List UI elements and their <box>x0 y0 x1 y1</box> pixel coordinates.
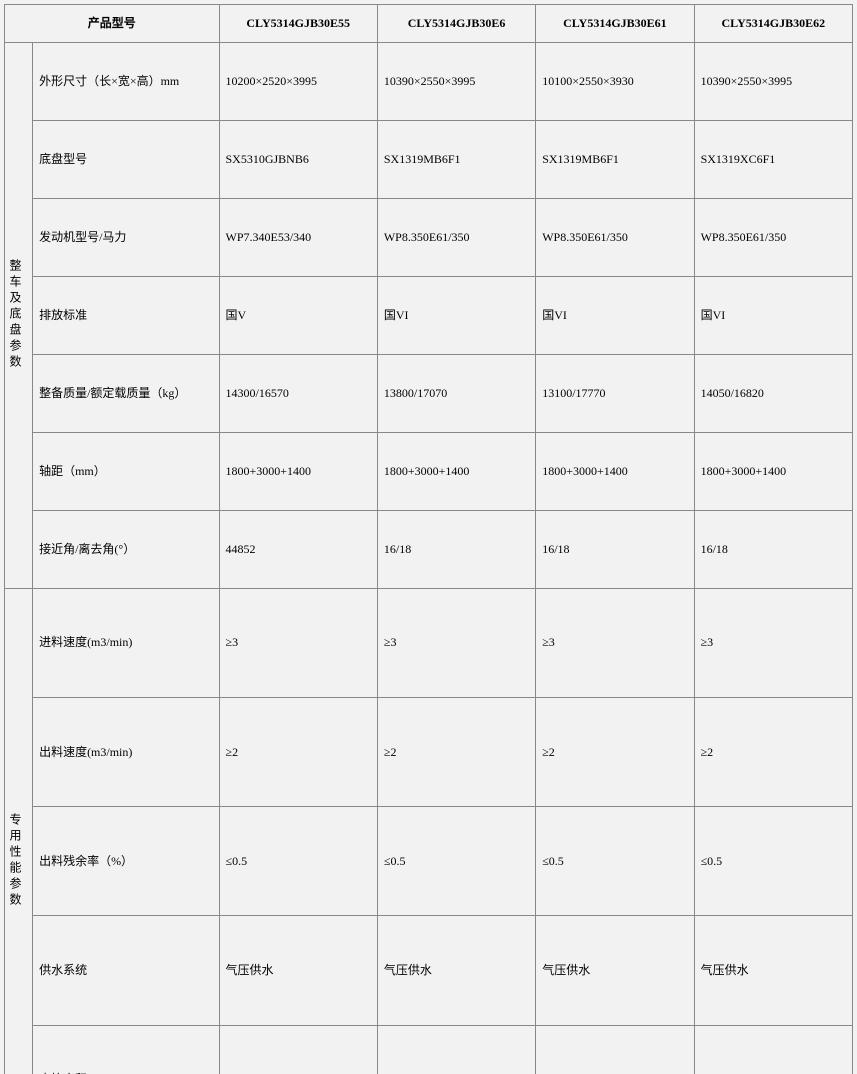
row-label: 进料速度(m3/min) <box>33 588 219 697</box>
row-value: ≥3 <box>694 588 852 697</box>
row-value: ≤0.5 <box>536 807 694 916</box>
row-value: 1800+3000+1400 <box>377 432 535 510</box>
row-value: WP8.350E61/350 <box>377 198 535 276</box>
row-value: 1800+3000+1400 <box>536 432 694 510</box>
row-value: ≥3 <box>377 588 535 697</box>
row-value: WP7.340E53/340 <box>219 198 377 276</box>
section-0-title: 整车及底盘参数 <box>5 42 33 588</box>
table-row: 整备质量/额定载质量（kg） 14300/16570 13800/17070 1… <box>5 354 853 432</box>
row-value: 16/18 <box>694 510 852 588</box>
row-label: 外形尺寸（长×宽×高）mm <box>33 42 219 120</box>
row-value: 300/450 <box>536 1025 694 1074</box>
row-value: ≤0.5 <box>377 807 535 916</box>
section-0: 整车及底盘参数 外形尺寸（长×宽×高）mm 10200×2520×3995 10… <box>5 42 853 588</box>
row-value: 10390×2550×3995 <box>377 42 535 120</box>
header-model-1: CLY5314GJB30E6 <box>377 5 535 43</box>
row-value: ≥2 <box>536 697 694 806</box>
row-value: 14300/16570 <box>219 354 377 432</box>
row-value: ≥2 <box>694 697 852 806</box>
row-value: SX1319MB6F1 <box>377 120 535 198</box>
spec-table: 产品型号 CLY5314GJB30E55 CLY5314GJB30E6 CLY5… <box>4 4 853 1074</box>
row-label: 发动机型号/马力 <box>33 198 219 276</box>
row-value: 16/18 <box>377 510 535 588</box>
row-value: ≥2 <box>219 697 377 806</box>
row-value: 国V <box>219 276 377 354</box>
row-label: 接近角/离去角(°） <box>33 510 219 588</box>
row-value: ≤0.5 <box>694 807 852 916</box>
row-value: 44852 <box>219 510 377 588</box>
row-value: 气压供水 <box>377 916 535 1025</box>
row-label: 出料残余率（%） <box>33 807 219 916</box>
row-value: 300/450 <box>694 1025 852 1074</box>
row-value: 300/450 <box>219 1025 377 1074</box>
header-model-0: CLY5314GJB30E55 <box>219 5 377 43</box>
row-label: 出料速度(m3/min) <box>33 697 219 806</box>
row-value: WP8.350E61/350 <box>536 198 694 276</box>
header-model-3: CLY5314GJB30E62 <box>694 5 852 43</box>
table-row: 水箱容积(L) 300/450 300/450 300/450 300/450 <box>5 1025 853 1074</box>
table-row: 供水系统 气压供水 气压供水 气压供水 气压供水 <box>5 916 853 1025</box>
header-row: 产品型号 CLY5314GJB30E55 CLY5314GJB30E6 CLY5… <box>5 5 853 43</box>
row-value: ≥3 <box>536 588 694 697</box>
row-value: SX5310GJBNB6 <box>219 120 377 198</box>
header-model-label: 产品型号 <box>5 5 220 43</box>
row-label: 整备质量/额定载质量（kg） <box>33 354 219 432</box>
row-value: 1800+3000+1400 <box>219 432 377 510</box>
row-label: 轴距（mm） <box>33 432 219 510</box>
row-value: 国VI <box>536 276 694 354</box>
row-value: WP8.350E61/350 <box>694 198 852 276</box>
table-row: 轴距（mm） 1800+3000+1400 1800+3000+1400 180… <box>5 432 853 510</box>
row-value: 16/18 <box>536 510 694 588</box>
table-row: 专用性能参数 进料速度(m3/min) ≥3 ≥3 ≥3 ≥3 <box>5 588 853 697</box>
row-value: 气压供水 <box>536 916 694 1025</box>
table-row: 发动机型号/马力 WP7.340E53/340 WP8.350E61/350 W… <box>5 198 853 276</box>
row-label: 排放标准 <box>33 276 219 354</box>
row-value: 国VI <box>694 276 852 354</box>
row-label: 水箱容积(L) <box>33 1025 219 1074</box>
row-value: 14050/16820 <box>694 354 852 432</box>
header-model-2: CLY5314GJB30E61 <box>536 5 694 43</box>
row-value: 气压供水 <box>694 916 852 1025</box>
row-value: ≥3 <box>219 588 377 697</box>
row-label: 底盘型号 <box>33 120 219 198</box>
row-value: 13100/17770 <box>536 354 694 432</box>
table-row: 出料速度(m3/min) ≥2 ≥2 ≥2 ≥2 <box>5 697 853 806</box>
header-model-label-text: 产品型号 <box>5 5 219 42</box>
table-row: 底盘型号 SX5310GJBNB6 SX1319MB6F1 SX1319MB6F… <box>5 120 853 198</box>
row-value: 1800+3000+1400 <box>694 432 852 510</box>
table-row: 排放标准 国V 国VI 国VI 国VI <box>5 276 853 354</box>
section-1-title: 专用性能参数 <box>5 588 33 1074</box>
row-value: 气压供水 <box>219 916 377 1025</box>
row-value: 13800/17070 <box>377 354 535 432</box>
row-value: ≥2 <box>377 697 535 806</box>
row-value: 10200×2520×3995 <box>219 42 377 120</box>
table-row: 整车及底盘参数 外形尺寸（长×宽×高）mm 10200×2520×3995 10… <box>5 42 853 120</box>
table-row: 接近角/离去角(°） 44852 16/18 16/18 16/18 <box>5 510 853 588</box>
row-value: 国VI <box>377 276 535 354</box>
row-label: 供水系统 <box>33 916 219 1025</box>
row-value: 10100×2550×3930 <box>536 42 694 120</box>
row-value: 300/450 <box>377 1025 535 1074</box>
row-value: SX1319MB6F1 <box>536 120 694 198</box>
row-value: ≤0.5 <box>219 807 377 916</box>
row-value: 10390×2550×3995 <box>694 42 852 120</box>
row-value: SX1319XC6F1 <box>694 120 852 198</box>
section-1: 专用性能参数 进料速度(m3/min) ≥3 ≥3 ≥3 ≥3 出料速度(m3/… <box>5 588 853 1074</box>
table-row: 出料残余率（%） ≤0.5 ≤0.5 ≤0.5 ≤0.5 <box>5 807 853 916</box>
